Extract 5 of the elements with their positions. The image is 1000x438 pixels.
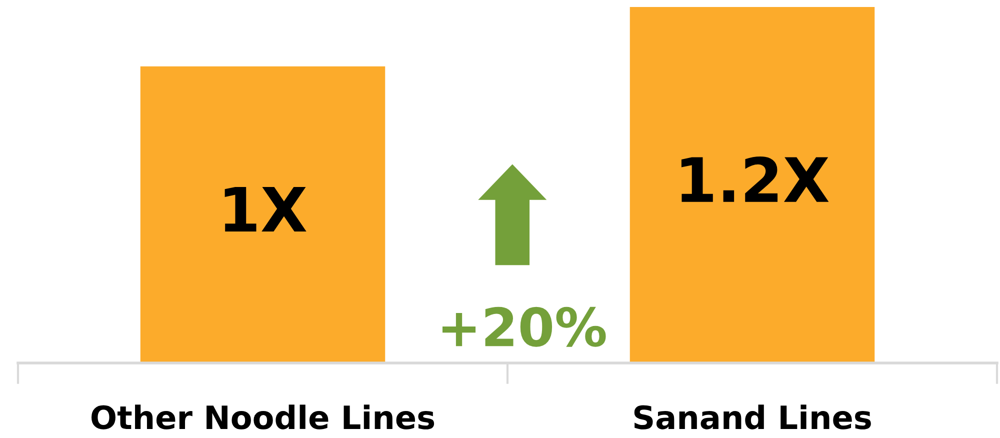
x-tick-label: Sanand Lines (634, 404, 871, 430)
data-label: 1X (224, 186, 306, 232)
x-tick-label: Other Noodle Lines (92, 404, 434, 430)
annotation: +20% (442, 306, 606, 347)
data-label: 1.2X (681, 156, 829, 202)
